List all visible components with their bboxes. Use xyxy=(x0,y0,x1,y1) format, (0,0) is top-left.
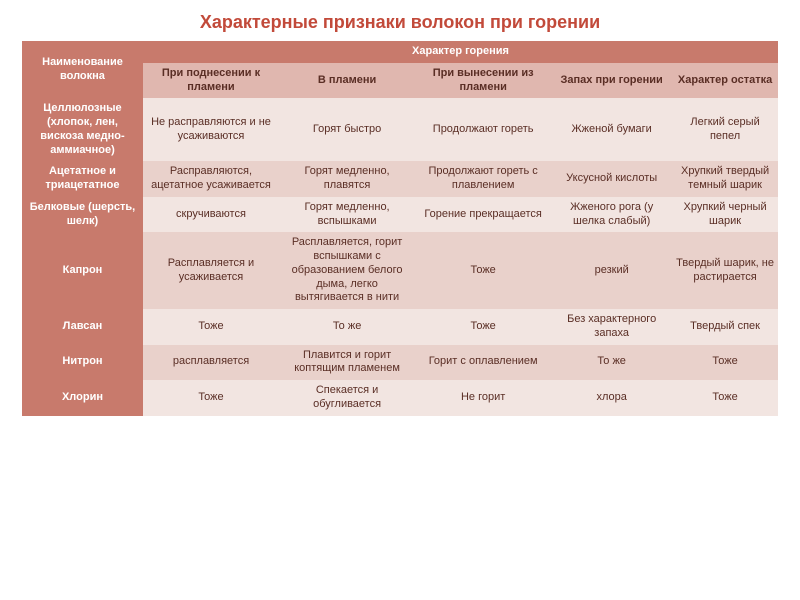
cell: расплавляется xyxy=(143,345,279,381)
cell: хлора xyxy=(551,380,672,416)
cell: Уксусной кислоты xyxy=(551,161,672,197)
cell: скручиваются xyxy=(143,197,279,233)
cell: Тоже xyxy=(415,309,551,345)
page-title: Характерные признаки волокон при горении xyxy=(22,12,778,33)
cell: Жженой бумаги xyxy=(551,98,672,161)
cell: Продолжают гореть xyxy=(415,98,551,161)
row-label: Лавсан xyxy=(22,309,143,345)
table-body: Целлюлозные (хлопок, лен, вискоза медно-… xyxy=(22,98,778,415)
fiber-table: Наименование волокна Характер горения Пр… xyxy=(22,41,778,416)
table-row: НитронрасплавляетсяПлавится и горит копт… xyxy=(22,345,778,381)
cell: Горят быстро xyxy=(279,98,415,161)
cell: Расплавляется, горит вспышками с образов… xyxy=(279,232,415,309)
cell: Горение прекращается xyxy=(415,197,551,233)
cell: Не горит xyxy=(415,380,551,416)
cell: Тоже xyxy=(415,232,551,309)
cell: Горит с оплавлением xyxy=(415,345,551,381)
cell: Горят медленно, плавятся xyxy=(279,161,415,197)
cell: Твердый спек xyxy=(672,309,778,345)
cell: Без характерного запаха xyxy=(551,309,672,345)
row-label: Белковые (шерсть, шелк) xyxy=(22,197,143,233)
table-row: КапронРасплавляется и усаживаетсяРасплав… xyxy=(22,232,778,309)
cell: Продолжают гореть с плавлением xyxy=(415,161,551,197)
cell: То же xyxy=(279,309,415,345)
cell: Хрупкий твердый темный шарик xyxy=(672,161,778,197)
subheader-2: При вынесении из пламени xyxy=(415,63,551,99)
cell: То же xyxy=(551,345,672,381)
cell: Расплавляется и усаживается xyxy=(143,232,279,309)
row-label: Нитрон xyxy=(22,345,143,381)
cell: Легкий серый пепел xyxy=(672,98,778,161)
row-label: Капрон xyxy=(22,232,143,309)
cell: Расправляются, ацетатное усаживается xyxy=(143,161,279,197)
header-group: Характер горения xyxy=(143,41,778,63)
cell: резкий xyxy=(551,232,672,309)
table-row: Белковые (шерсть, шелк)скручиваютсяГорят… xyxy=(22,197,778,233)
cell: Жженого рога (у шелка слабый) xyxy=(551,197,672,233)
cell: Тоже xyxy=(143,380,279,416)
table-header: Наименование волокна Характер горения Пр… xyxy=(22,41,778,98)
header-name-col: Наименование волокна xyxy=(22,41,143,98)
subheader-3: Запах при горении xyxy=(551,63,672,99)
cell: Тоже xyxy=(672,380,778,416)
table-row: Целлюлозные (хлопок, лен, вискоза медно-… xyxy=(22,98,778,161)
table-row: ЛавсанТожеТо жеТожеБез характерного запа… xyxy=(22,309,778,345)
table-row: ХлоринТожеСпекается и обугливаетсяНе гор… xyxy=(22,380,778,416)
cell: Плавится и горит коптящим пламенем xyxy=(279,345,415,381)
cell: Тоже xyxy=(143,309,279,345)
row-label: Целлюлозные (хлопок, лен, вискоза медно-… xyxy=(22,98,143,161)
row-label: Ацетатное и триацетатное xyxy=(22,161,143,197)
subheader-1: В пламени xyxy=(279,63,415,99)
row-label: Хлорин xyxy=(22,380,143,416)
cell: Спекается и обугливается xyxy=(279,380,415,416)
cell: Хрупкий черный шарик xyxy=(672,197,778,233)
cell: Тоже xyxy=(672,345,778,381)
cell: Не расправляются и не усаживаются xyxy=(143,98,279,161)
cell: Горят медленно, вспышками xyxy=(279,197,415,233)
subheader-4: Характер остатка xyxy=(672,63,778,99)
subheader-0: При поднесении к пламени xyxy=(143,63,279,99)
cell: Твердый шарик, не растирается xyxy=(672,232,778,309)
table-row: Ацетатное и триацетатноеРасправляются, а… xyxy=(22,161,778,197)
